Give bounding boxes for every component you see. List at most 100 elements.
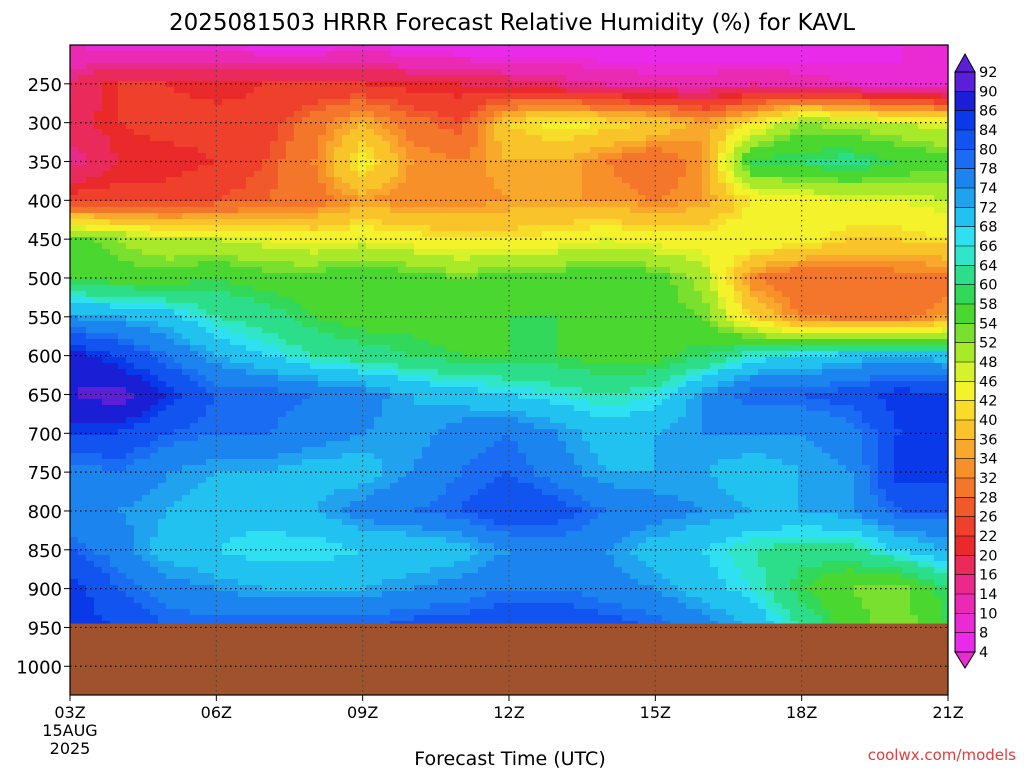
- heatmap-cell: [406, 117, 415, 124]
- heatmap-cell: [878, 261, 887, 268]
- heatmap-cell: [894, 207, 903, 214]
- heatmap-cell: [334, 171, 343, 178]
- heatmap-cell: [942, 201, 949, 208]
- heatmap-cell: [270, 195, 279, 202]
- heatmap-cell: [726, 207, 735, 214]
- heatmap-cell: [838, 165, 847, 172]
- heatmap-cell: [254, 57, 263, 64]
- heatmap-cell: [750, 279, 759, 286]
- heatmap-cell: [574, 243, 583, 250]
- heatmap-cell: [846, 273, 855, 280]
- heatmap-cell: [366, 231, 375, 238]
- heatmap-cell: [870, 159, 879, 166]
- heatmap-cell: [510, 51, 519, 58]
- heatmap-cell: [870, 117, 879, 124]
- heatmap-cell: [582, 225, 591, 232]
- heatmap-cell: [446, 273, 455, 280]
- heatmap-cell: [366, 243, 375, 250]
- heatmap-cell: [158, 255, 167, 262]
- heatmap-cell: [902, 225, 911, 232]
- heatmap-cell: [342, 195, 351, 202]
- heatmap-cell: [830, 189, 839, 196]
- heatmap-cell: [182, 297, 191, 304]
- heatmap-cell: [862, 219, 871, 226]
- heatmap-cell: [270, 51, 279, 58]
- heatmap-cell: [894, 45, 903, 52]
- heatmap-cell: [302, 273, 311, 280]
- heatmap-cell: [870, 243, 879, 250]
- heatmap-cell: [758, 225, 767, 232]
- heatmap-cell: [622, 87, 631, 94]
- heatmap-cell: [838, 69, 847, 76]
- heatmap-cell: [310, 201, 319, 208]
- heatmap-cell: [542, 129, 551, 136]
- heatmap-cell: [838, 51, 847, 58]
- heatmap-cell: [478, 267, 487, 274]
- heatmap-cell: [94, 237, 103, 244]
- heatmap-cell: [182, 69, 191, 76]
- heatmap-cell: [630, 129, 639, 136]
- heatmap-cell: [926, 213, 935, 220]
- heatmap-cell: [574, 57, 583, 64]
- heatmap-cell: [374, 249, 383, 256]
- heatmap-cell: [206, 99, 215, 106]
- heatmap-cell: [606, 279, 615, 286]
- heatmap-cell: [78, 63, 87, 70]
- heatmap-cell: [270, 315, 279, 322]
- heatmap-cell: [838, 117, 847, 124]
- heatmap-cell: [534, 237, 543, 244]
- heatmap-cell: [494, 237, 503, 244]
- heatmap-cell: [670, 225, 679, 232]
- heatmap-cell: [94, 297, 103, 304]
- heatmap-cell: [750, 273, 759, 280]
- heatmap-cell: [774, 249, 783, 256]
- heatmap-cell: [174, 75, 183, 82]
- heatmap-cell: [774, 147, 783, 154]
- heatmap-cell: [590, 273, 599, 280]
- heatmap-cell: [926, 309, 935, 316]
- heatmap-cell: [566, 99, 575, 106]
- heatmap-cell: [542, 243, 551, 250]
- heatmap-cell: [798, 267, 807, 274]
- heatmap-cell: [70, 249, 79, 256]
- heatmap-cell: [286, 69, 295, 76]
- heatmap-cell: [790, 159, 799, 166]
- heatmap-cell: [318, 105, 327, 112]
- heatmap-cell: [254, 303, 263, 310]
- heatmap-cell: [446, 249, 455, 256]
- heatmap-cell: [830, 45, 839, 52]
- heatmap-cell: [766, 123, 775, 130]
- heatmap-cell: [542, 57, 551, 64]
- heatmap-cell: [550, 147, 559, 154]
- heatmap-cell: [110, 285, 119, 292]
- heatmap-cell: [222, 243, 231, 250]
- heatmap-cell: [710, 249, 719, 256]
- heatmap-cell: [854, 117, 863, 124]
- heatmap-cell: [142, 225, 151, 232]
- heatmap-cell: [246, 315, 255, 322]
- heatmap-cell: [718, 261, 727, 268]
- heatmap-cell: [150, 303, 159, 310]
- heatmap-cell: [254, 87, 263, 94]
- heatmap-cell: [782, 147, 791, 154]
- heatmap-cell: [614, 297, 623, 304]
- heatmap-cell: [510, 123, 519, 130]
- heatmap-cell: [310, 279, 319, 286]
- heatmap-cell: [750, 267, 759, 274]
- heatmap-cell: [246, 195, 255, 202]
- heatmap-cell: [622, 297, 631, 304]
- heatmap-cell: [414, 315, 423, 322]
- heatmap-cell: [342, 99, 351, 106]
- heatmap-cell: [142, 297, 151, 304]
- heatmap-cell: [670, 57, 679, 64]
- heatmap-cell: [406, 231, 415, 238]
- heatmap-cell: [94, 177, 103, 184]
- heatmap-cell: [358, 135, 367, 142]
- heatmap-cell: [558, 285, 567, 292]
- heatmap-cell: [534, 303, 543, 310]
- heatmap-cell: [534, 285, 543, 292]
- heatmap-cell: [294, 105, 303, 112]
- heatmap-cell: [934, 117, 943, 124]
- heatmap-cell: [542, 219, 551, 226]
- heatmap-cell: [830, 129, 839, 136]
